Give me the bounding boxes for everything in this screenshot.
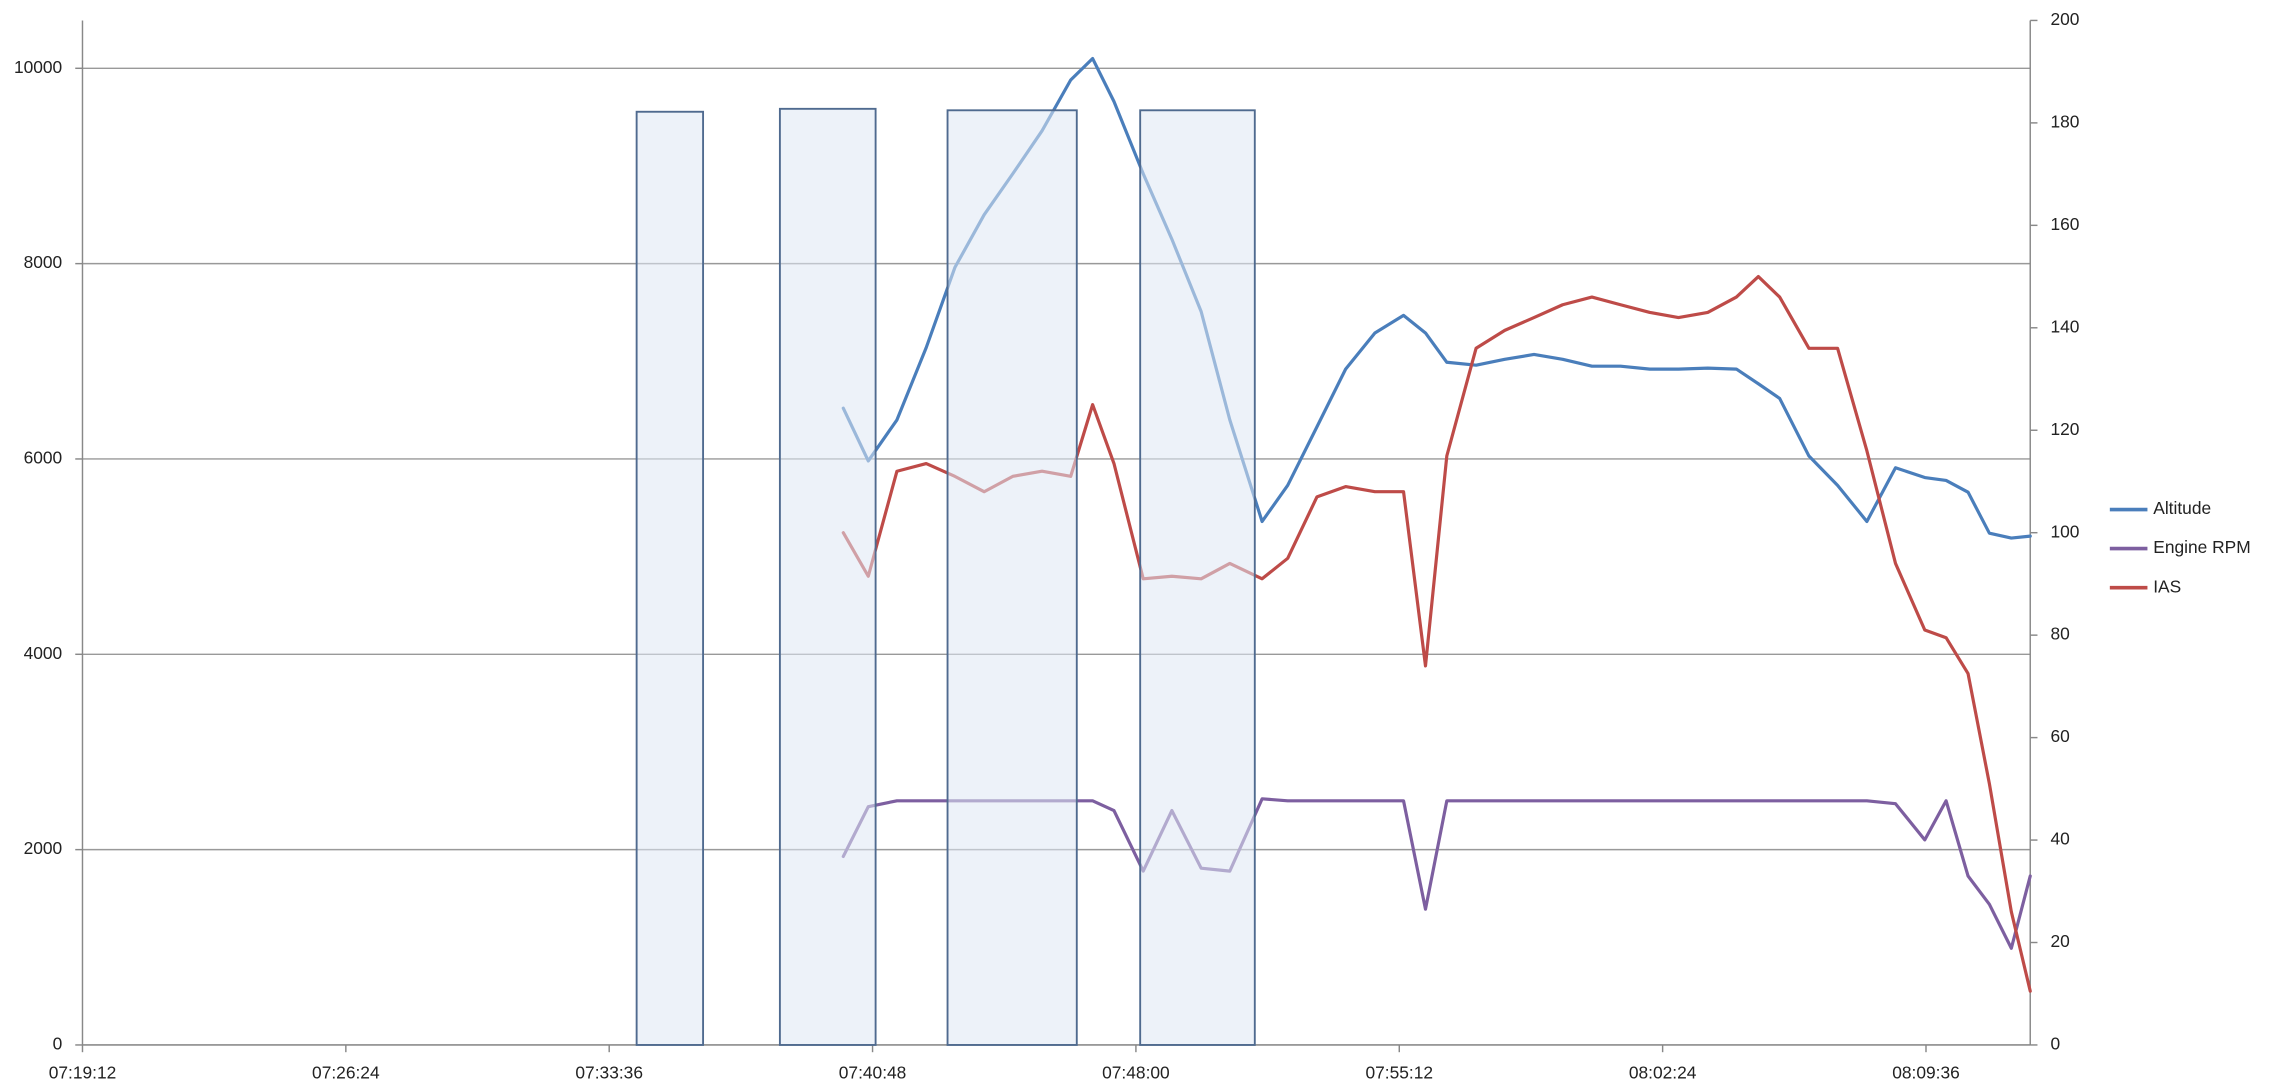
legend-label: Engine RPM [2153,537,2250,557]
x-tick-label: 08:09:36 [1892,1062,1960,1082]
x-tick-label: 07:55:12 [1365,1062,1433,1082]
y2-tick-label: 60 [2050,726,2069,746]
x-tick-label: 08:02:24 [1629,1062,1697,1082]
y-tick-label: 6000 [24,448,63,468]
y2-tick-label: 180 [2050,111,2079,131]
highlight-band [635,110,705,1046]
y2-tick-label: 160 [2050,214,2079,234]
y-tick-label: 4000 [24,643,63,663]
y2-tick-label: 0 [2050,1034,2060,1054]
y2-tick-label: 40 [2050,829,2069,849]
y2-tick-label: 140 [2050,316,2079,336]
legend-label: IAS [2153,576,2181,596]
y-tick-label: 0 [53,1034,63,1054]
legend-label: Altitude [2153,498,2211,518]
y2-tick-label: 100 [2050,521,2079,541]
y-tick-label: 8000 [24,252,63,272]
y2-tick-label: 120 [2050,419,2079,439]
highlight-band [1139,109,1256,1046]
x-tick-label: 07:48:00 [1102,1062,1170,1082]
x-tick-label: 07:33:36 [575,1062,643,1082]
y2-tick-label: 20 [2050,931,2069,951]
y-tick-label: 10000 [14,57,62,77]
x-tick-label: 07:19:12 [49,1062,117,1082]
y2-tick-label: 200 [2050,9,2079,29]
x-tick-label: 07:40:48 [839,1062,907,1082]
highlight-band [946,109,1078,1046]
y2-tick-label: 80 [2050,624,2069,644]
y-tick-label: 2000 [24,838,63,858]
highlight-band [778,107,877,1046]
x-tick-label: 07:26:24 [312,1062,380,1082]
